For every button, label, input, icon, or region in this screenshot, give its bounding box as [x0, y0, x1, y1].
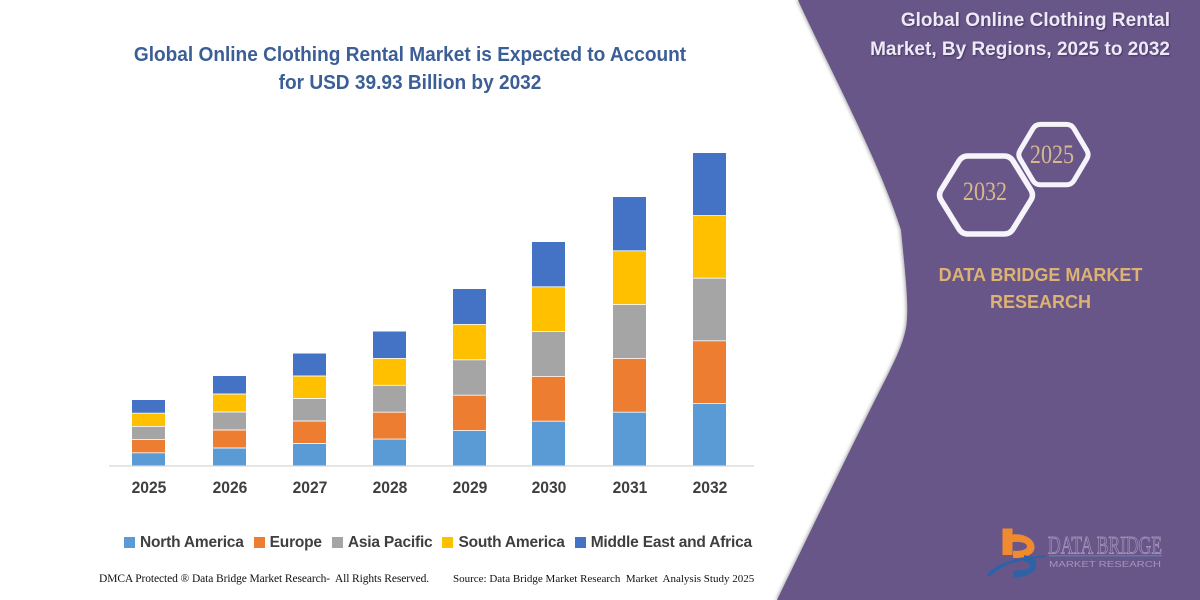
svg-text:DATA BRIDGE: DATA BRIDGE — [1048, 533, 1162, 560]
svg-text:MARKET RESEARCH: MARKET RESEARCH — [1049, 560, 1161, 569]
